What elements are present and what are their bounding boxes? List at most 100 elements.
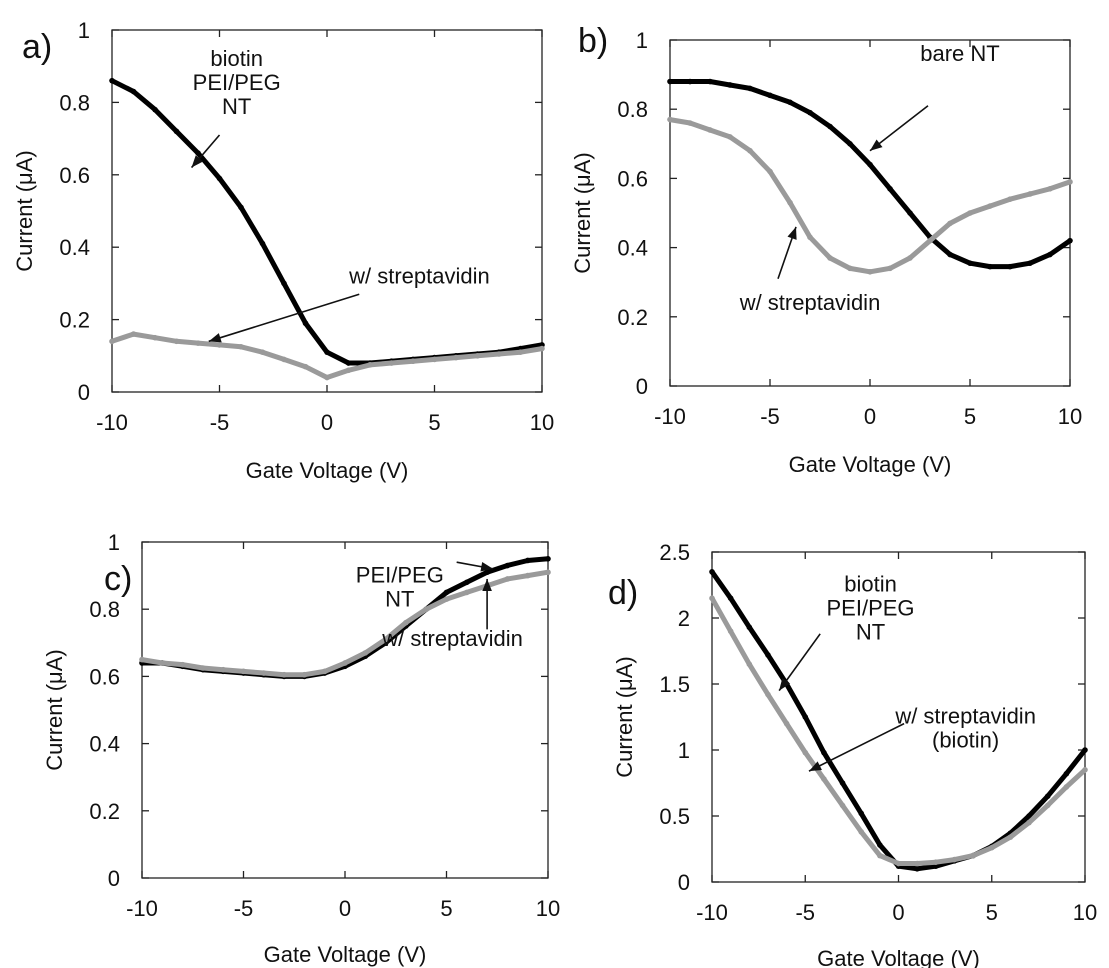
data-point bbox=[877, 842, 883, 848]
x-tick-label: -5 bbox=[760, 404, 780, 429]
data-point bbox=[382, 636, 389, 643]
y-tick-label: 0.6 bbox=[59, 163, 90, 188]
data-point bbox=[867, 161, 873, 168]
data-point bbox=[464, 579, 470, 586]
data-point bbox=[517, 349, 524, 355]
y-tick-label: 0.4 bbox=[89, 732, 120, 757]
data-point bbox=[216, 342, 223, 348]
arrow-head bbox=[808, 761, 822, 772]
data-point bbox=[907, 210, 913, 216]
data-point bbox=[240, 668, 247, 675]
data-point bbox=[484, 569, 490, 576]
data-point bbox=[109, 77, 115, 84]
data-point bbox=[887, 185, 893, 192]
data-point bbox=[504, 576, 511, 582]
data-point bbox=[1027, 260, 1033, 266]
data-point bbox=[847, 141, 853, 147]
data-point bbox=[1047, 185, 1053, 192]
data-point bbox=[746, 661, 753, 667]
data-point bbox=[1026, 819, 1032, 826]
data-point bbox=[707, 78, 713, 85]
x-tick-label: 10 bbox=[1073, 900, 1097, 925]
data-point bbox=[403, 619, 409, 626]
data-point bbox=[783, 720, 790, 727]
y-tick-label: 0 bbox=[78, 380, 90, 405]
data-point bbox=[847, 265, 853, 272]
data-point bbox=[345, 367, 352, 374]
data-point bbox=[767, 168, 773, 175]
arrow-head bbox=[480, 561, 494, 572]
data-point bbox=[195, 340, 201, 346]
data-point bbox=[139, 656, 145, 663]
data-point bbox=[967, 210, 973, 216]
data-point bbox=[858, 829, 864, 835]
y-tick-label: 0.4 bbox=[59, 235, 90, 260]
data-point bbox=[130, 88, 137, 95]
data-point bbox=[1026, 813, 1032, 819]
data-point bbox=[173, 128, 180, 135]
y-tick-label: 0.2 bbox=[59, 308, 90, 333]
data-point bbox=[302, 363, 309, 370]
data-point bbox=[200, 665, 206, 671]
y-tick-label: 0 bbox=[678, 870, 690, 895]
y-tick-label: 1.5 bbox=[659, 672, 690, 697]
data-point bbox=[767, 92, 773, 99]
data-point bbox=[1044, 802, 1051, 809]
data-point bbox=[324, 374, 330, 381]
y-tick-label: 0 bbox=[108, 866, 120, 891]
data-point bbox=[345, 360, 352, 366]
data-point bbox=[130, 331, 137, 337]
data-point bbox=[827, 123, 833, 130]
annotation-arrow bbox=[808, 722, 905, 772]
data-point bbox=[324, 349, 330, 355]
x-tick-label: 5 bbox=[986, 900, 998, 925]
annotation-label: biotin PEI/PEG NT bbox=[827, 572, 915, 645]
annotation-label: w/ streptavidin bbox=[348, 263, 490, 288]
panel-letter: c) bbox=[104, 560, 132, 598]
y-axis-label: Current (μA) bbox=[570, 152, 595, 273]
data-point bbox=[839, 802, 846, 809]
data-point bbox=[238, 204, 244, 211]
data-point bbox=[802, 749, 809, 756]
arrow-head bbox=[870, 139, 883, 151]
data-point bbox=[747, 147, 753, 154]
x-tick-label: 0 bbox=[864, 404, 876, 429]
x-tick-label: -10 bbox=[126, 896, 158, 921]
data-point bbox=[914, 860, 920, 867]
data-point bbox=[1047, 251, 1053, 258]
y-axis-label: Current (μA) bbox=[42, 649, 67, 770]
series-1 bbox=[667, 116, 1073, 275]
data-point bbox=[687, 78, 693, 85]
y-tick-label: 1 bbox=[678, 738, 690, 763]
data-point bbox=[1063, 784, 1070, 790]
data-point bbox=[259, 240, 266, 247]
data-point bbox=[1063, 770, 1070, 777]
arrow-head bbox=[787, 226, 797, 240]
data-point bbox=[858, 810, 864, 817]
annotation-label: w/ streptavidin bbox=[739, 290, 881, 315]
panel-letter: d) bbox=[608, 574, 638, 612]
series-1 bbox=[139, 569, 551, 678]
data-point bbox=[787, 199, 793, 206]
data-point bbox=[423, 606, 430, 612]
series-0 bbox=[109, 77, 545, 366]
x-axis-label: Gate Voltage (V) bbox=[264, 942, 427, 967]
data-point bbox=[238, 343, 244, 350]
panel-b: b) -10 -5 0 5 10 0 0.2 0.4 0.6 0.8 1 Gate Voltage (V… bbox=[570, 22, 1082, 477]
arrow-head bbox=[208, 333, 222, 343]
data-point bbox=[839, 780, 846, 786]
data-point bbox=[727, 628, 734, 634]
x-tick-label: -10 bbox=[696, 900, 728, 925]
series-1 bbox=[109, 331, 545, 381]
data-point bbox=[746, 624, 753, 631]
panel-letter: a) bbox=[22, 28, 52, 66]
data-point bbox=[787, 99, 793, 106]
data-point bbox=[301, 671, 308, 678]
y-tick-label: 0.6 bbox=[617, 166, 648, 191]
x-tick-label: 10 bbox=[1058, 404, 1082, 429]
series-0 bbox=[667, 78, 1073, 270]
data-point bbox=[453, 354, 459, 361]
data-point bbox=[259, 349, 266, 355]
data-point bbox=[1007, 196, 1013, 202]
data-point bbox=[970, 852, 976, 859]
